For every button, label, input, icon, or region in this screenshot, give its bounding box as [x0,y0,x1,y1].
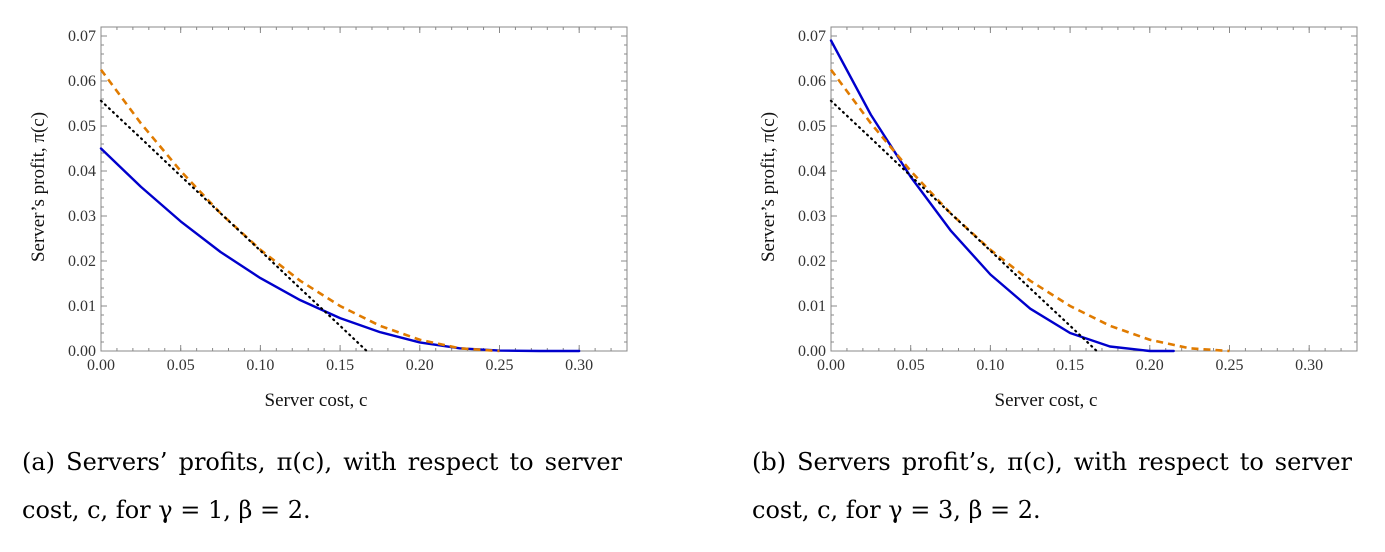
x-tick-label: 0.25 [485,357,513,374]
y-tick-label: 0.01 [798,298,826,315]
series-line-solid [829,39,1175,353]
x-tick-label: 0.05 [897,357,925,374]
y-tick-label: 0.03 [68,208,96,225]
y-axis-label: Server’s profit, π(c) [758,112,779,262]
x-tick-label: 0.30 [565,357,593,374]
y-tick-label: 0.04 [798,163,826,180]
x-tick-label: 0.30 [1295,357,1323,374]
x-tick-label: 0.15 [326,357,354,374]
figure-panel-a: 0.00 0.05 0.10 0.15 0.20 0.25 0.30 0.00 0.01 0.02… [0,0,692,552]
x-tick-label: 0.15 [1056,357,1084,374]
y-tick-label: 0.04 [68,163,96,180]
y-tick-label: 0.00 [798,343,826,360]
y-tick-label: 0.06 [798,73,826,90]
x-tick-label: 0.05 [167,357,195,374]
x-tick-label: 0.20 [406,357,434,374]
series-line-dotted [829,99,1098,353]
x-tick-label: 0.00 [817,357,845,374]
caption-a: (a) Servers’ profits, π(c), with respect… [22,448,622,524]
x-axis-label: Server cost, c [265,390,368,411]
plot-frame [830,26,1358,352]
series-line-dashed [829,68,1230,353]
x-tick-label: 0.00 [87,357,115,374]
y-tick-label: 0.03 [798,208,826,225]
x-tick-label: 0.10 [246,357,274,374]
caption-b: (b) Servers profit’s, π(c), with respect… [752,448,1352,524]
series-line-solid [99,147,581,353]
chart-b: 0.00 0.05 0.10 0.15 0.20 0.25 0.30 0.00 0.01 0.02… [758,26,1358,411]
y-tick-label: 0.07 [798,28,826,45]
x-tick-label: 0.25 [1215,357,1243,374]
y-tick-label: 0.02 [798,253,826,270]
figure-panel-b: 0.00 0.05 0.10 0.15 0.20 0.25 0.30 0.00 0.01 0.02… [730,0,1385,552]
y-tick-label: 0.07 [68,28,96,45]
y-tick-label: 0.00 [68,343,96,360]
x-axis-label: Server cost, c [995,390,1098,411]
series-line-dashed [99,68,500,353]
y-tick-label: 0.02 [68,253,96,270]
x-tick-label: 0.10 [976,357,1004,374]
y-tick-label: 0.05 [798,118,826,135]
series-line-dotted [99,99,368,353]
y-tick-label: 0.01 [68,298,96,315]
y-axis-label: Server’s profit, π(c) [28,112,49,262]
y-tick-label: 0.05 [68,118,96,135]
y-tick-label: 0.06 [68,73,96,90]
plot-frame [100,26,628,352]
x-tick-label: 0.20 [1136,357,1164,374]
chart-a: 0.00 0.05 0.10 0.15 0.20 0.25 0.30 0.00 0.01 0.02… [28,26,628,411]
